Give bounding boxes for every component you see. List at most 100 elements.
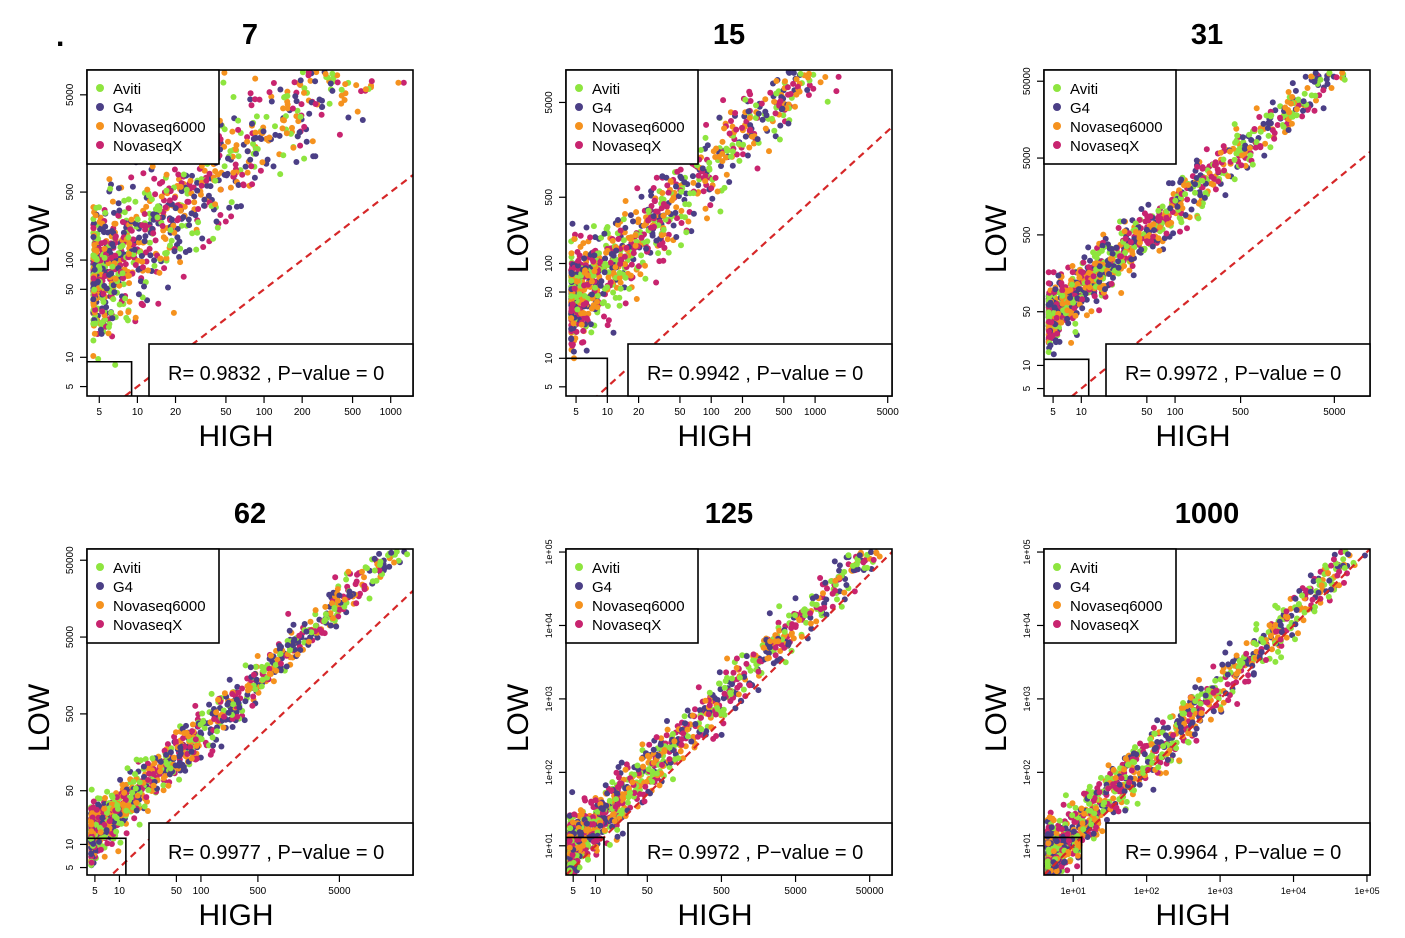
data-point — [242, 662, 249, 669]
data-point — [121, 789, 128, 796]
data-point — [569, 271, 575, 278]
data-point — [109, 241, 116, 248]
data-point — [1195, 200, 1202, 207]
data-point — [1269, 99, 1276, 106]
data-point — [155, 300, 162, 307]
legend-marker — [1053, 141, 1061, 149]
data-point — [1191, 198, 1198, 205]
correlation-annotation: R= 0.9942 , P−value = 0 — [647, 363, 863, 385]
data-point — [1058, 319, 1065, 326]
data-point — [277, 86, 284, 93]
data-point — [1260, 120, 1267, 127]
data-point — [127, 226, 134, 233]
data-point — [670, 222, 677, 229]
data-point — [188, 755, 195, 762]
data-point — [157, 763, 164, 770]
data-point — [101, 239, 108, 246]
data-point — [660, 257, 667, 264]
data-point — [598, 234, 605, 241]
data-point — [845, 552, 852, 559]
data-point — [146, 239, 153, 246]
data-point — [220, 79, 227, 86]
data-point — [598, 278, 605, 285]
data-point — [1088, 308, 1095, 315]
data-point — [706, 159, 713, 166]
x-tick-label: 10 — [1076, 407, 1088, 418]
data-point — [342, 90, 349, 97]
data-point — [1084, 279, 1091, 286]
data-point — [301, 155, 308, 162]
data-point — [228, 213, 235, 220]
legend-box — [565, 69, 699, 165]
correlation-annotation: R= 0.9832 , P−value = 0 — [168, 363, 384, 385]
data-point — [1156, 224, 1163, 231]
data-point — [597, 258, 604, 265]
data-point — [129, 183, 136, 190]
data-point — [101, 853, 108, 860]
data-point — [250, 135, 257, 142]
data-point — [283, 130, 290, 137]
data-point — [90, 302, 97, 308]
data-point — [570, 348, 577, 355]
data-point — [309, 138, 316, 145]
data-point — [1320, 105, 1327, 112]
data-point — [755, 110, 762, 117]
data-point — [673, 204, 680, 211]
legend-box — [86, 548, 220, 644]
data-point — [697, 147, 704, 153]
data-point — [177, 207, 184, 214]
data-point — [1059, 292, 1066, 299]
data-point — [132, 198, 139, 205]
data-point — [1248, 137, 1255, 143]
data-point — [359, 568, 365, 575]
data-point — [160, 782, 167, 789]
data-point — [266, 89, 273, 96]
data-point — [206, 170, 213, 177]
data-point — [160, 787, 167, 794]
data-point — [270, 678, 277, 685]
data-point — [1142, 218, 1149, 225]
data-point — [140, 170, 147, 177]
data-point — [626, 285, 633, 292]
data-point — [639, 741, 646, 748]
data-point — [1185, 182, 1192, 188]
data-point — [627, 212, 634, 219]
legend-marker — [575, 122, 583, 130]
x-axis-label: HIGH — [199, 420, 274, 453]
data-point — [191, 199, 198, 206]
data-point — [142, 233, 149, 240]
data-point — [177, 259, 184, 266]
data-point — [690, 179, 697, 186]
data-point — [1151, 227, 1157, 234]
data-point — [111, 220, 118, 227]
data-point — [167, 749, 174, 756]
data-point — [158, 193, 165, 200]
data-point — [252, 96, 258, 103]
data-point — [608, 251, 615, 257]
legend-entry: G4 — [113, 100, 133, 117]
chart-title: 62 — [234, 498, 266, 530]
data-point — [707, 202, 714, 209]
data-point — [690, 190, 697, 197]
data-point — [1086, 269, 1092, 276]
data-point — [612, 264, 619, 271]
data-point — [101, 282, 108, 289]
data-point — [678, 188, 685, 195]
data-point — [151, 175, 158, 182]
data-point — [620, 216, 627, 223]
data-point — [1263, 112, 1270, 119]
data-point — [716, 114, 723, 121]
data-point — [125, 205, 132, 212]
data-point — [618, 759, 625, 766]
data-point — [180, 735, 187, 742]
data-point — [308, 629, 315, 636]
data-point — [1182, 191, 1189, 198]
x-tick-label: 200 — [734, 407, 751, 418]
data-point — [1113, 244, 1120, 251]
data-point — [201, 167, 208, 174]
data-point — [1233, 125, 1240, 132]
data-point — [144, 808, 151, 814]
data-point — [242, 698, 249, 705]
data-point — [727, 153, 734, 160]
data-point — [1075, 286, 1082, 293]
